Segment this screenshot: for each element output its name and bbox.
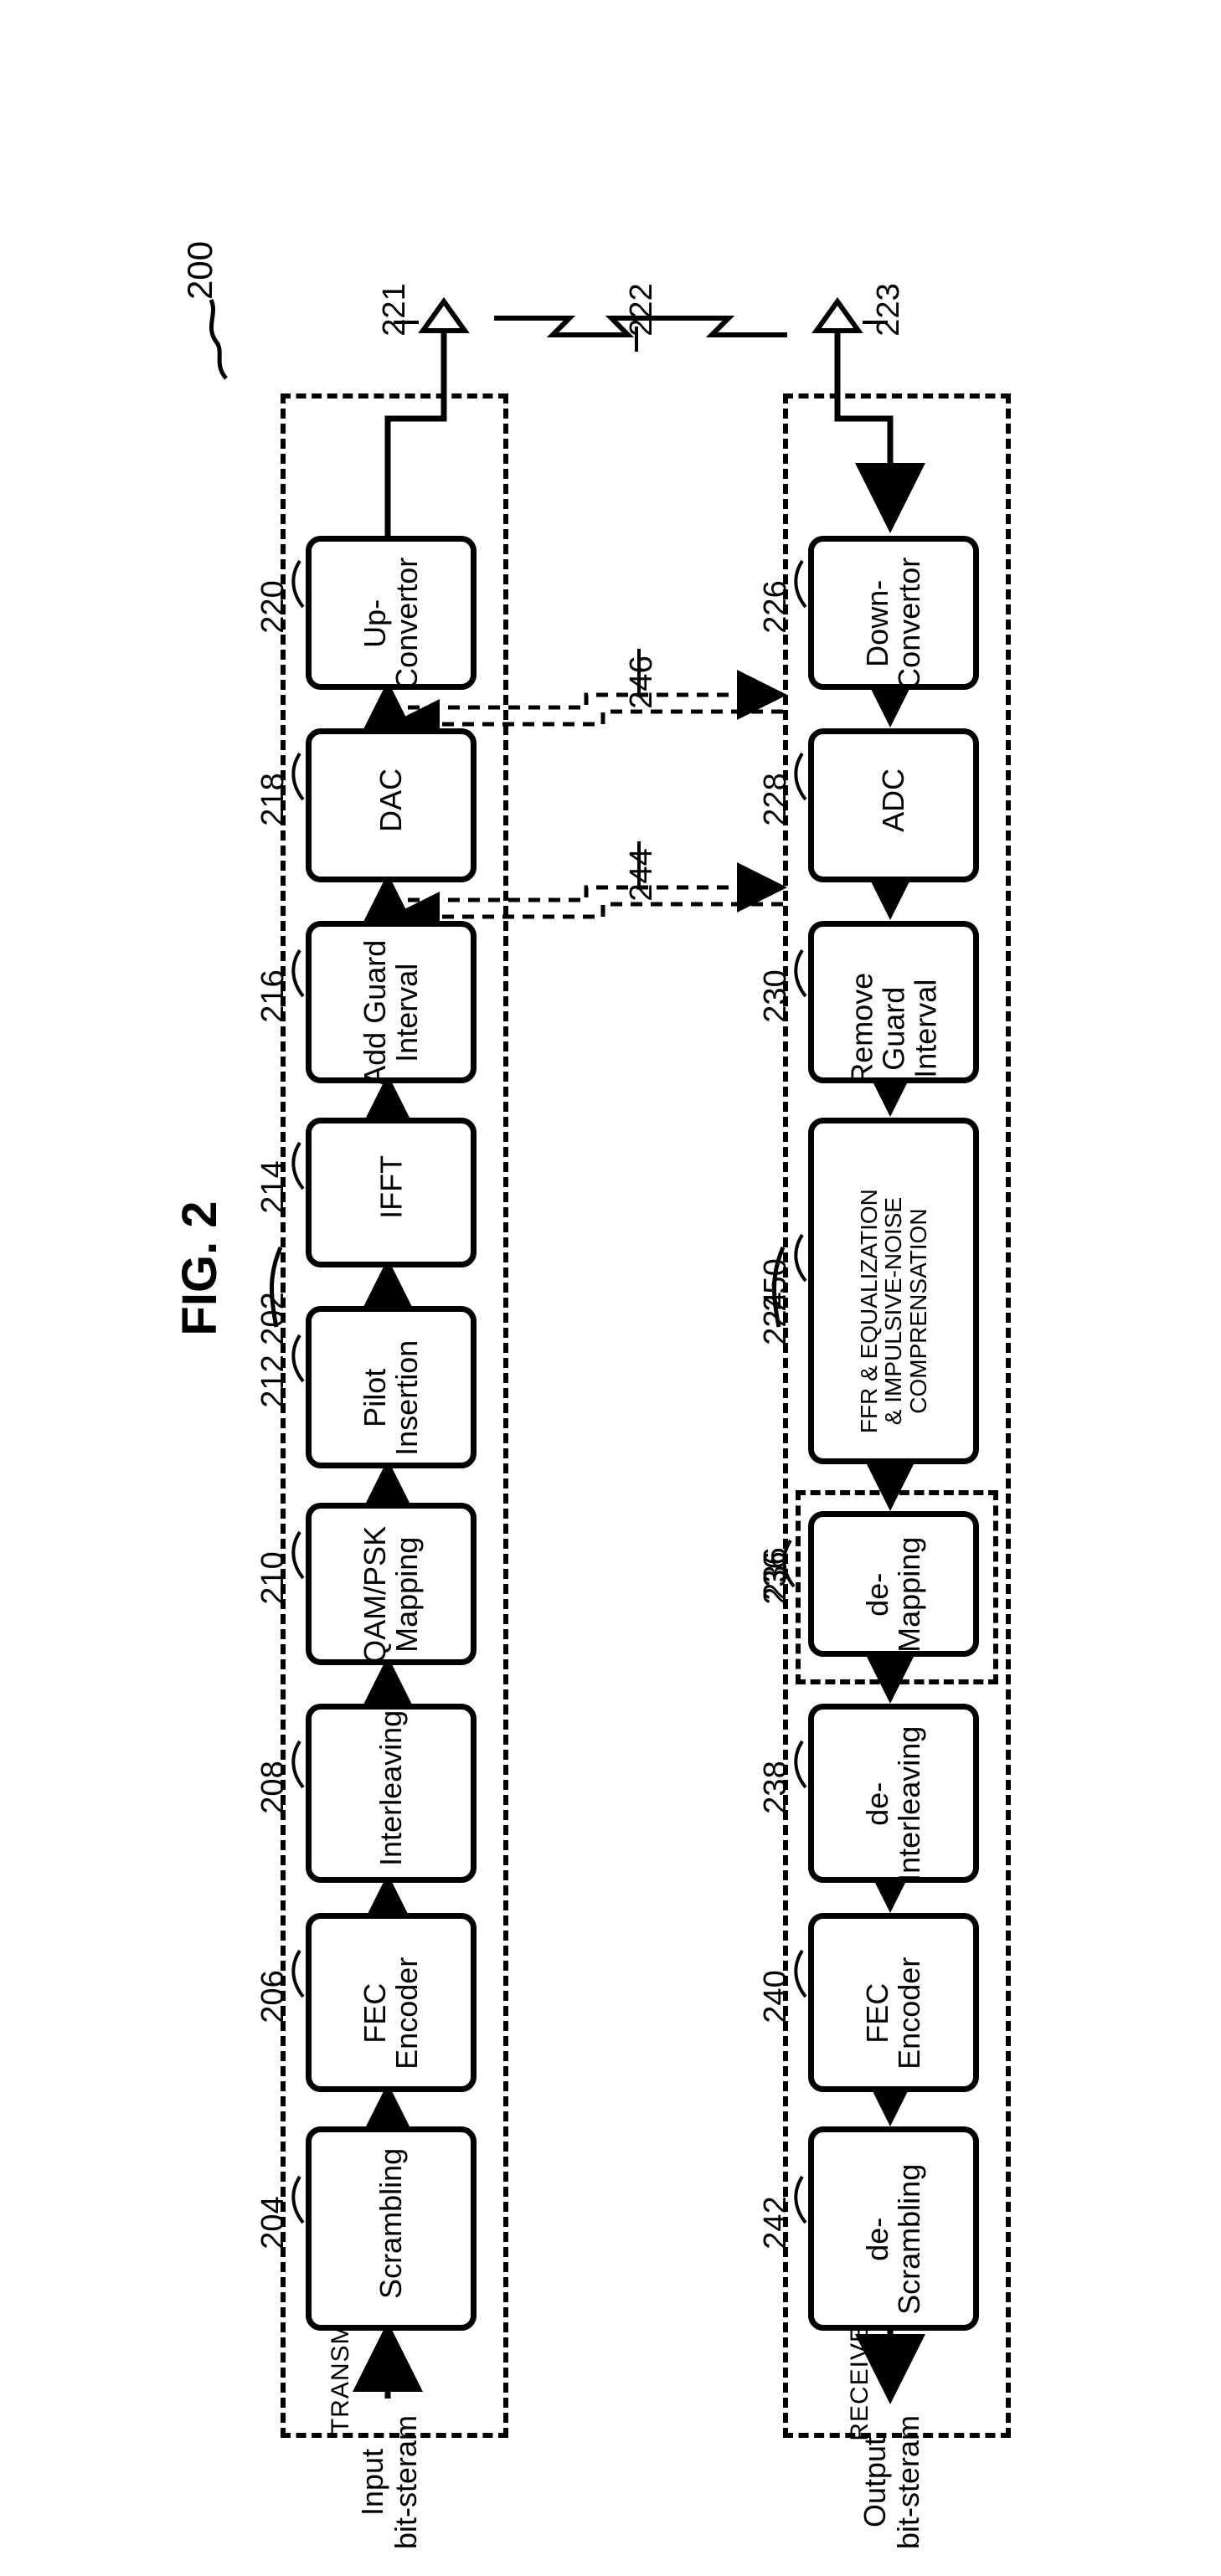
block-ref: 204 — [255, 2181, 289, 2265]
block-de-interleaving: de-Interleaving — [808, 1704, 979, 1883]
block-label: DAC — [375, 704, 407, 897]
block-de-mapping: de-Mapping — [808, 1511, 979, 1657]
block-ref: 212 — [255, 1339, 289, 1423]
shortcut1-ref: 244 — [624, 833, 657, 917]
block-add-guard-interval: Add GuardInterval — [306, 921, 477, 1083]
block-label: QAM/PSKMapping — [359, 1494, 423, 1695]
block-label: ADC — [878, 704, 909, 897]
block-label: FFR & EQUALIZATION& IMPULSIVE-NOISECOMPR… — [857, 1118, 930, 1504]
block-scrambling: Scrambling — [306, 2126, 477, 2331]
block-label: RemoveGuardInterval — [846, 928, 940, 1129]
block-fec-encoder: FECEncoder — [306, 1913, 477, 2092]
block-label: Interleaving — [375, 1679, 407, 1897]
block-ref: 228 — [758, 758, 791, 841]
block-ref: 206 — [255, 1955, 289, 2039]
channel-ref: 222 — [624, 268, 657, 352]
block-dac: DAC — [306, 728, 477, 882]
block-label: FECEncoder — [862, 1905, 925, 2122]
block-down-convertor: Down-Convertor — [808, 536, 979, 690]
block-ref: 236 — [758, 1536, 791, 1620]
block-ref: 238 — [758, 1746, 791, 1829]
block-ref: 214 — [255, 1145, 289, 1229]
block-label: de-Scrambling — [862, 2118, 925, 2361]
block-label: Add GuardInterval — [359, 913, 423, 1113]
block-remove-guard-interval: RemoveGuardInterval — [808, 921, 979, 1083]
block-label: Up-Convertor — [359, 527, 423, 720]
block-interleaving: Interleaving — [306, 1704, 477, 1883]
block-de-scrambling: de-Scrambling — [808, 2126, 979, 2331]
block-ifft: IFFT — [306, 1118, 477, 1267]
block-ref: 210 — [255, 1536, 289, 1620]
block-fec-encoder: FECEncoder — [808, 1913, 979, 2092]
block-ref: 230 — [758, 954, 791, 1038]
input-label: Inputbit-steram — [356, 2399, 431, 2566]
antenna-tx-ref: 221 — [377, 268, 410, 352]
block-ref: 208 — [255, 1746, 289, 1829]
block-pilot-insertion: PilotInsertion — [306, 1306, 477, 1468]
block-label: Down-Convertor — [862, 527, 925, 720]
antenna-rx-ref: 223 — [871, 268, 904, 352]
block-label: de-Interleaving — [862, 1695, 925, 1913]
block-ref: 218 — [255, 758, 289, 841]
block-ref: 216 — [255, 954, 289, 1038]
output-label: Outputbit-steram — [858, 2399, 934, 2566]
block-label: IFFT — [375, 1093, 407, 1282]
shortcut2-ref: 246 — [624, 640, 657, 724]
block-label: Scrambling — [375, 2102, 407, 2345]
block-ref: 242 — [758, 2181, 791, 2265]
block-adc: ADC — [808, 728, 979, 882]
figure-title: FIG. 2 — [172, 1143, 230, 1394]
block-ffr-equalization-impulsive-noise-comprensation: FFR & EQUALIZATION& IMPULSIVE-NOISECOMPR… — [808, 1118, 979, 1464]
system-ref: 200 — [180, 229, 222, 312]
block-ref: 226 — [758, 565, 791, 649]
block-ref: 220 — [255, 565, 289, 649]
block-label: FECEncoder — [359, 1905, 423, 2122]
block-up-convertor: Up-Convertor — [306, 536, 477, 690]
block-label: de-Mapping — [862, 1503, 925, 1687]
block-ref: 250 — [758, 1243, 791, 1327]
block-ref: 240 — [758, 1955, 791, 2039]
block-label: PilotInsertion — [359, 1298, 423, 1499]
block-qam-psk-mapping: QAM/PSKMapping — [306, 1503, 477, 1665]
